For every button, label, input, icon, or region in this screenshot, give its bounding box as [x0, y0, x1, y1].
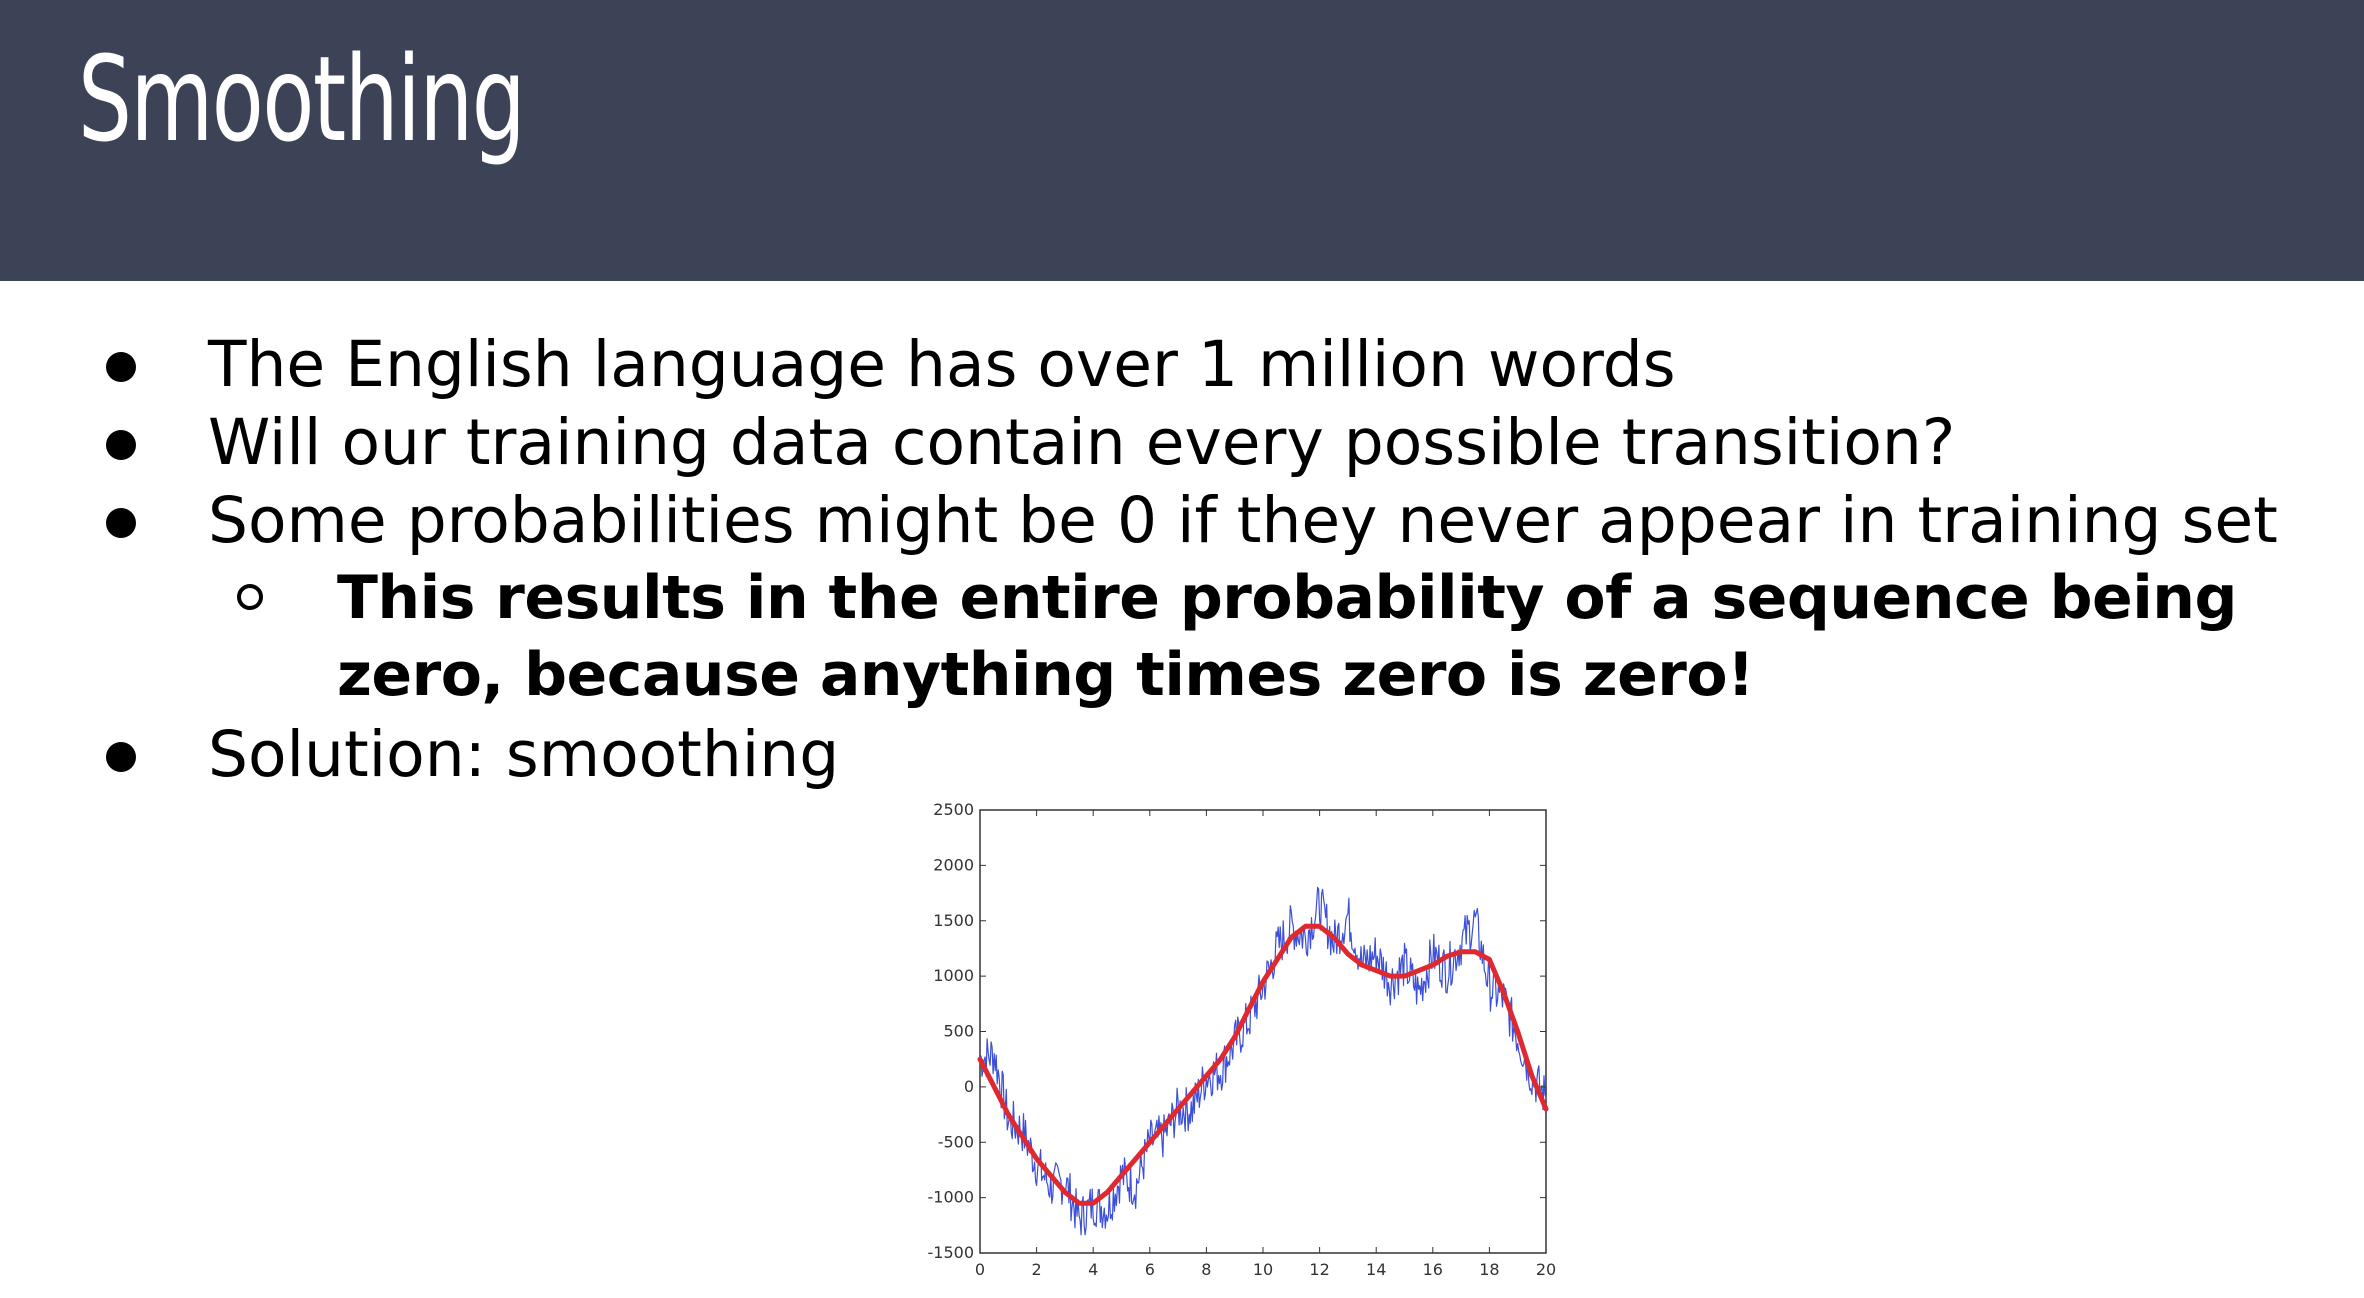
- x-tick-label: 0: [975, 1260, 985, 1279]
- y-tick-label: -1500: [928, 1243, 975, 1262]
- bullet-text: Solution: smoothing: [208, 718, 840, 791]
- x-tick-label: 20: [1536, 1260, 1556, 1279]
- bullet-dot-icon: [106, 430, 136, 460]
- bullet-item: Some probabilities might be 0 if they ne…: [0, 482, 2364, 560]
- x-tick-label: 14: [1366, 1260, 1386, 1279]
- bullet-dot-icon: [106, 352, 136, 382]
- slide-header: [0, 0, 2364, 281]
- bullet-item: Will our training data contain every pos…: [0, 404, 2364, 482]
- y-tick-label: 1000: [933, 966, 974, 985]
- bullet-text: The English language has over 1 million …: [208, 328, 1676, 401]
- sub-bullet-text: This results in the entire probability o…: [337, 563, 2237, 710]
- bullet-text: Will our training data contain every pos…: [208, 406, 1956, 479]
- y-tick-label: -1000: [928, 1188, 975, 1207]
- x-tick-label: 12: [1309, 1260, 1329, 1279]
- bullet-item: Solution: smoothing: [0, 716, 2364, 794]
- slide-title: Smoothing: [78, 30, 526, 168]
- x-tick-label: 2: [1032, 1260, 1042, 1279]
- y-tick-label: 1500: [933, 911, 974, 930]
- y-tick-label: 500: [943, 1022, 974, 1041]
- y-tick-label: 0: [964, 1077, 974, 1096]
- y-tick-label: 2000: [933, 855, 974, 874]
- x-tick-label: 16: [1423, 1260, 1443, 1279]
- chart-plot-frame: [979, 809, 1547, 1254]
- x-tick-label: 8: [1201, 1260, 1211, 1279]
- bullet-dot-icon: [106, 742, 136, 772]
- bullet-dot-icon: [106, 508, 136, 538]
- smoothed-series-line: [977, 923, 1549, 1206]
- sub-bullet-item: This results in the entire probability o…: [0, 560, 2364, 716]
- x-tick-label: 4: [1088, 1260, 1098, 1279]
- x-tick-label: 6: [1145, 1260, 1155, 1279]
- bullet-text: Some probabilities might be 0 if they ne…: [208, 484, 2278, 557]
- x-tick-label: 18: [1479, 1260, 1499, 1279]
- y-tick-label: -500: [938, 1132, 974, 1151]
- x-tick-label: 10: [1253, 1260, 1273, 1279]
- hollow-circle-bullet-icon: [237, 584, 263, 610]
- smoothing-line-chart: 0 2 4 6 8 10 12 14 16 18 20 2500 2000 1500 1000 500 0 -50…: [928, 800, 1557, 1279]
- bullet-list: The English language has over 1 million …: [0, 326, 2364, 794]
- bullet-item: The English language has over 1 million …: [0, 326, 2364, 404]
- y-tick-label: 2500: [933, 800, 974, 819]
